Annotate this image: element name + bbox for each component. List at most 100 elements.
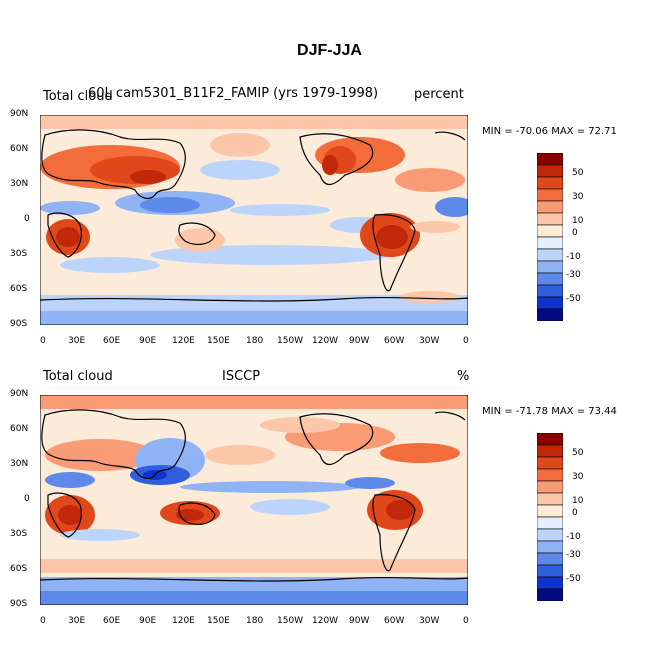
panel2-lon-0: 0 — [40, 616, 46, 626]
panel2-cb-label-neg10: -10 — [566, 532, 581, 542]
panel2-contour-field — [40, 395, 468, 605]
panel1-lon-120e: 120E — [172, 336, 195, 346]
panel1-lon-150e: 150E — [207, 336, 230, 346]
panel2-colorbar-box — [537, 480, 563, 494]
panel2-colorbar-box — [537, 528, 563, 542]
figure-title: DJF-JJA — [297, 42, 362, 59]
panel1-center-label: 60L cam5301_B11F2_FAMIP (yrs 1979-1998) — [88, 86, 379, 101]
panel1-left-label: Total cloud — [43, 89, 113, 104]
panel2-cb-label-neg30: -30 — [566, 550, 581, 560]
panel1-lon-30w: 30W — [419, 336, 440, 346]
panel2-cb-label-0: 0 — [572, 508, 578, 518]
panel2-lon-90e: 90E — [139, 616, 157, 626]
panel1-colorbar-box — [537, 212, 563, 226]
panel1-colorbar — [537, 153, 563, 321]
panel1-colorbar-box — [537, 164, 563, 178]
panel1-lon-120w: 120W — [312, 336, 339, 346]
panel1-cb-label-neg30: -30 — [566, 270, 581, 280]
panel1-colorbar-box — [537, 248, 563, 262]
panel2-colorbar-box — [537, 492, 563, 506]
panel2-lat-0: 0 — [24, 494, 30, 504]
panel1-lat-90n: 90N — [10, 109, 29, 119]
panel2-lon-150e: 150E — [207, 616, 230, 626]
panel1-colorbar-box — [537, 188, 563, 202]
panel1-coastlines — [40, 129, 468, 302]
panel2-lat-60s: 60S — [10, 564, 28, 574]
panel2-lon-90w: 90W — [349, 616, 370, 626]
panel2-colorbar-box — [537, 504, 563, 518]
panel1-colorbar-box — [537, 284, 563, 298]
panel1-colorbar-box — [537, 272, 563, 286]
panel1-lat-30n: 30N — [10, 179, 29, 189]
panel2-right-label: % — [457, 369, 470, 384]
panel1-colorbar-box — [537, 200, 563, 214]
panel2-cb-label-neg50: -50 — [566, 574, 581, 584]
panel1-right-label: percent — [414, 87, 464, 102]
panel1-colorbar-box — [537, 296, 563, 310]
panel1-lon-0: 0 — [40, 336, 46, 346]
panel1-colorbar-boxes — [537, 153, 563, 321]
panel1-cb-label-30: 30 — [572, 192, 584, 202]
panel1-colorbar-box — [537, 176, 563, 190]
panel2-lon-150w: 150W — [277, 616, 304, 626]
panel1-cb-label-neg10: -10 — [566, 252, 581, 262]
panel2-colorbar-box — [537, 468, 563, 482]
panel1-lat-60s: 60S — [10, 284, 28, 294]
panel1-lon-60e: 60E — [103, 336, 121, 346]
panel2-lon-60w: 60W — [384, 616, 405, 626]
panel1-lon-180: 180 — [246, 336, 264, 346]
panel1-cb-label-10: 10 — [572, 216, 584, 226]
panel2-lat-30n: 30N — [10, 459, 29, 469]
panel2-colorbar-box — [537, 564, 563, 578]
panel2-map — [40, 395, 468, 605]
panel1-lon-30e: 30E — [68, 336, 86, 346]
panel2-lon-60e: 60E — [103, 616, 121, 626]
panel2-center-label: ISCCP — [222, 369, 261, 384]
panel2-colorbar-box — [537, 552, 563, 566]
panel1-map — [40, 115, 468, 325]
panel1-colorbar-box — [537, 236, 563, 250]
panel2-colorbar-boxes — [537, 433, 563, 601]
panel2-cb-label-50: 50 — [572, 448, 584, 458]
panel1-colorbar-box — [537, 224, 563, 238]
panel2-lat-30s: 30S — [10, 529, 28, 539]
panel1-lon-90w: 90W — [349, 336, 370, 346]
panel1-cb-label-50: 50 — [572, 168, 584, 178]
panel2-colorbar-box — [537, 456, 563, 470]
panel2-colorbar-box — [537, 444, 563, 458]
panel1-cb-label-neg50: -50 — [566, 294, 581, 304]
panel2-colorbar-box — [537, 433, 563, 446]
panel2-min-max: MIN = -71.78 MAX = 73.44 — [482, 406, 617, 417]
panel2-lon-180: 180 — [246, 616, 264, 626]
panel2-cb-label-30: 30 — [572, 472, 584, 482]
panel2-left-label: Total cloud — [43, 369, 113, 384]
panel1-min-max: MIN = -70.06 MAX = 72.71 — [482, 126, 617, 137]
panel1-contour-field — [40, 115, 468, 325]
panel2-colorbar-box — [537, 588, 563, 601]
panel2-cb-label-10: 10 — [572, 496, 584, 506]
panel2-colorbar-box — [537, 540, 563, 554]
panel2-lon-120w: 120W — [312, 616, 339, 626]
panel1-colorbar-box — [537, 153, 563, 166]
panel1-lon-150w: 150W — [277, 336, 304, 346]
panel1-cb-label-0: 0 — [572, 228, 578, 238]
panel1-lon-90e: 90E — [139, 336, 157, 346]
panel1-lat-0: 0 — [24, 214, 30, 224]
panel1-lon-60w: 60W — [384, 336, 405, 346]
panel2-lat-90s: 90S — [10, 599, 28, 609]
panel1-lat-90s: 90S — [10, 319, 28, 329]
panel1-lon-0-right: 0 — [463, 336, 469, 346]
panel2-lon-0-right: 0 — [463, 616, 469, 626]
panel2-colorbar-box — [537, 576, 563, 590]
panel2-lon-30w: 30W — [419, 616, 440, 626]
panel2-lat-60n: 60N — [10, 424, 29, 434]
panel2-colorbar-box — [537, 516, 563, 530]
panel1-lat-60n: 60N — [10, 144, 29, 154]
panel2-lat-90n: 90N — [10, 389, 29, 399]
panel2-lon-30e: 30E — [68, 616, 86, 626]
panel1-colorbar-box — [537, 308, 563, 321]
panel1-colorbar-box — [537, 260, 563, 274]
panel2-coastlines — [40, 409, 468, 582]
panel2-lon-120e: 120E — [172, 616, 195, 626]
panel1-lat-30s: 30S — [10, 249, 28, 259]
